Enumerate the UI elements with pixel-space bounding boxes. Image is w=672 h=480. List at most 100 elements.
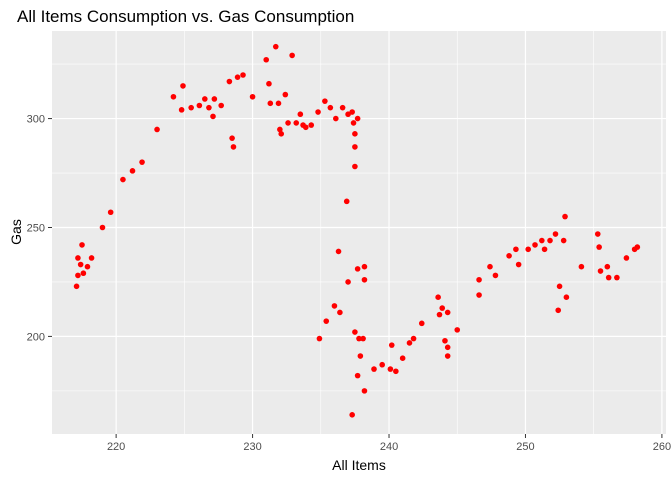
x-axis-title: All Items bbox=[332, 457, 386, 473]
data-point bbox=[352, 131, 358, 137]
data-point bbox=[210, 113, 216, 120]
y-tick-label: 300 bbox=[27, 114, 45, 126]
data-point bbox=[240, 72, 246, 78]
data-point bbox=[178, 107, 185, 113]
data-point bbox=[275, 100, 282, 107]
data-point bbox=[513, 246, 519, 253]
data-point bbox=[333, 115, 339, 122]
data-point bbox=[605, 274, 612, 281]
data-point bbox=[388, 342, 395, 348]
data-point bbox=[439, 305, 446, 311]
x-tick-label: 220 bbox=[107, 441, 125, 453]
x-tick-label: 260 bbox=[653, 441, 671, 453]
data-point bbox=[354, 372, 361, 379]
x-tick-label: 230 bbox=[243, 441, 261, 453]
data-point bbox=[614, 274, 620, 281]
data-point bbox=[345, 279, 351, 285]
data-point bbox=[230, 144, 237, 150]
data-point bbox=[350, 120, 357, 126]
data-point bbox=[335, 248, 342, 255]
data-point bbox=[435, 294, 441, 300]
y-tick-label: 200 bbox=[27, 331, 45, 343]
data-point bbox=[218, 102, 224, 109]
data-point bbox=[515, 261, 522, 268]
data-point bbox=[357, 353, 364, 359]
data-point bbox=[410, 335, 417, 342]
data-point bbox=[206, 104, 212, 111]
data-point bbox=[360, 335, 366, 342]
data-point bbox=[539, 237, 545, 244]
x-axis: 220 230 240 250 260 bbox=[107, 434, 671, 453]
data-point bbox=[560, 237, 567, 244]
data-point bbox=[634, 244, 641, 250]
data-point bbox=[444, 309, 451, 316]
data-point bbox=[129, 168, 136, 174]
data-point bbox=[337, 309, 343, 316]
data-point bbox=[352, 163, 358, 170]
data-point bbox=[234, 74, 241, 80]
data-point bbox=[327, 104, 334, 111]
minor-gridlines bbox=[52, 31, 666, 434]
plot-panel bbox=[52, 31, 666, 434]
y-tick-label: 250 bbox=[27, 222, 45, 234]
data-point bbox=[282, 91, 289, 98]
data-point bbox=[278, 131, 285, 137]
data-point bbox=[492, 272, 499, 279]
data-point bbox=[339, 104, 346, 111]
y-axis-title: Gas bbox=[8, 219, 24, 245]
data-point bbox=[562, 213, 568, 220]
data-point bbox=[266, 80, 272, 87]
data-point bbox=[436, 311, 443, 318]
data-point bbox=[454, 327, 461, 333]
data-point bbox=[249, 93, 256, 100]
data-point bbox=[418, 320, 425, 327]
data-point bbox=[379, 361, 385, 368]
data-point bbox=[354, 115, 361, 122]
data-point bbox=[356, 335, 362, 342]
data-point bbox=[487, 263, 493, 270]
data-point bbox=[170, 93, 177, 100]
data-point bbox=[371, 366, 377, 372]
data-point bbox=[84, 263, 91, 270]
data-point bbox=[349, 412, 355, 418]
data-point bbox=[555, 307, 562, 314]
data-point bbox=[302, 124, 309, 131]
data-point bbox=[354, 266, 361, 272]
data-point bbox=[393, 368, 399, 375]
data-point bbox=[556, 283, 563, 290]
y-axis: 200 250 300 bbox=[27, 114, 52, 343]
data-point bbox=[75, 272, 81, 279]
data-point bbox=[597, 268, 604, 274]
chart-title: All Items Consumption vs. Gas Consumptio… bbox=[17, 7, 354, 26]
data-point bbox=[532, 242, 538, 248]
data-point bbox=[211, 96, 218, 102]
data-point bbox=[352, 144, 358, 150]
data-point bbox=[563, 294, 570, 300]
data-point bbox=[406, 340, 413, 346]
data-point bbox=[77, 261, 84, 268]
data-point bbox=[444, 344, 451, 351]
data-point bbox=[229, 135, 235, 141]
data-point bbox=[293, 120, 300, 126]
data-point bbox=[578, 263, 585, 270]
data-point bbox=[80, 270, 87, 277]
data-points bbox=[73, 43, 641, 418]
data-point bbox=[188, 104, 194, 111]
data-point bbox=[316, 335, 323, 342]
data-point bbox=[202, 96, 208, 102]
data-point bbox=[120, 176, 126, 183]
data-point bbox=[289, 52, 295, 59]
data-point bbox=[352, 329, 358, 335]
data-point bbox=[594, 231, 601, 237]
data-point bbox=[361, 388, 368, 394]
data-point bbox=[541, 246, 548, 253]
data-point bbox=[88, 255, 95, 261]
data-point bbox=[267, 100, 274, 107]
data-point bbox=[442, 337, 448, 344]
data-point bbox=[399, 355, 406, 361]
data-point bbox=[476, 276, 482, 283]
data-point bbox=[73, 283, 80, 290]
data-point bbox=[277, 126, 283, 133]
data-point bbox=[154, 126, 160, 133]
data-point bbox=[315, 109, 321, 115]
